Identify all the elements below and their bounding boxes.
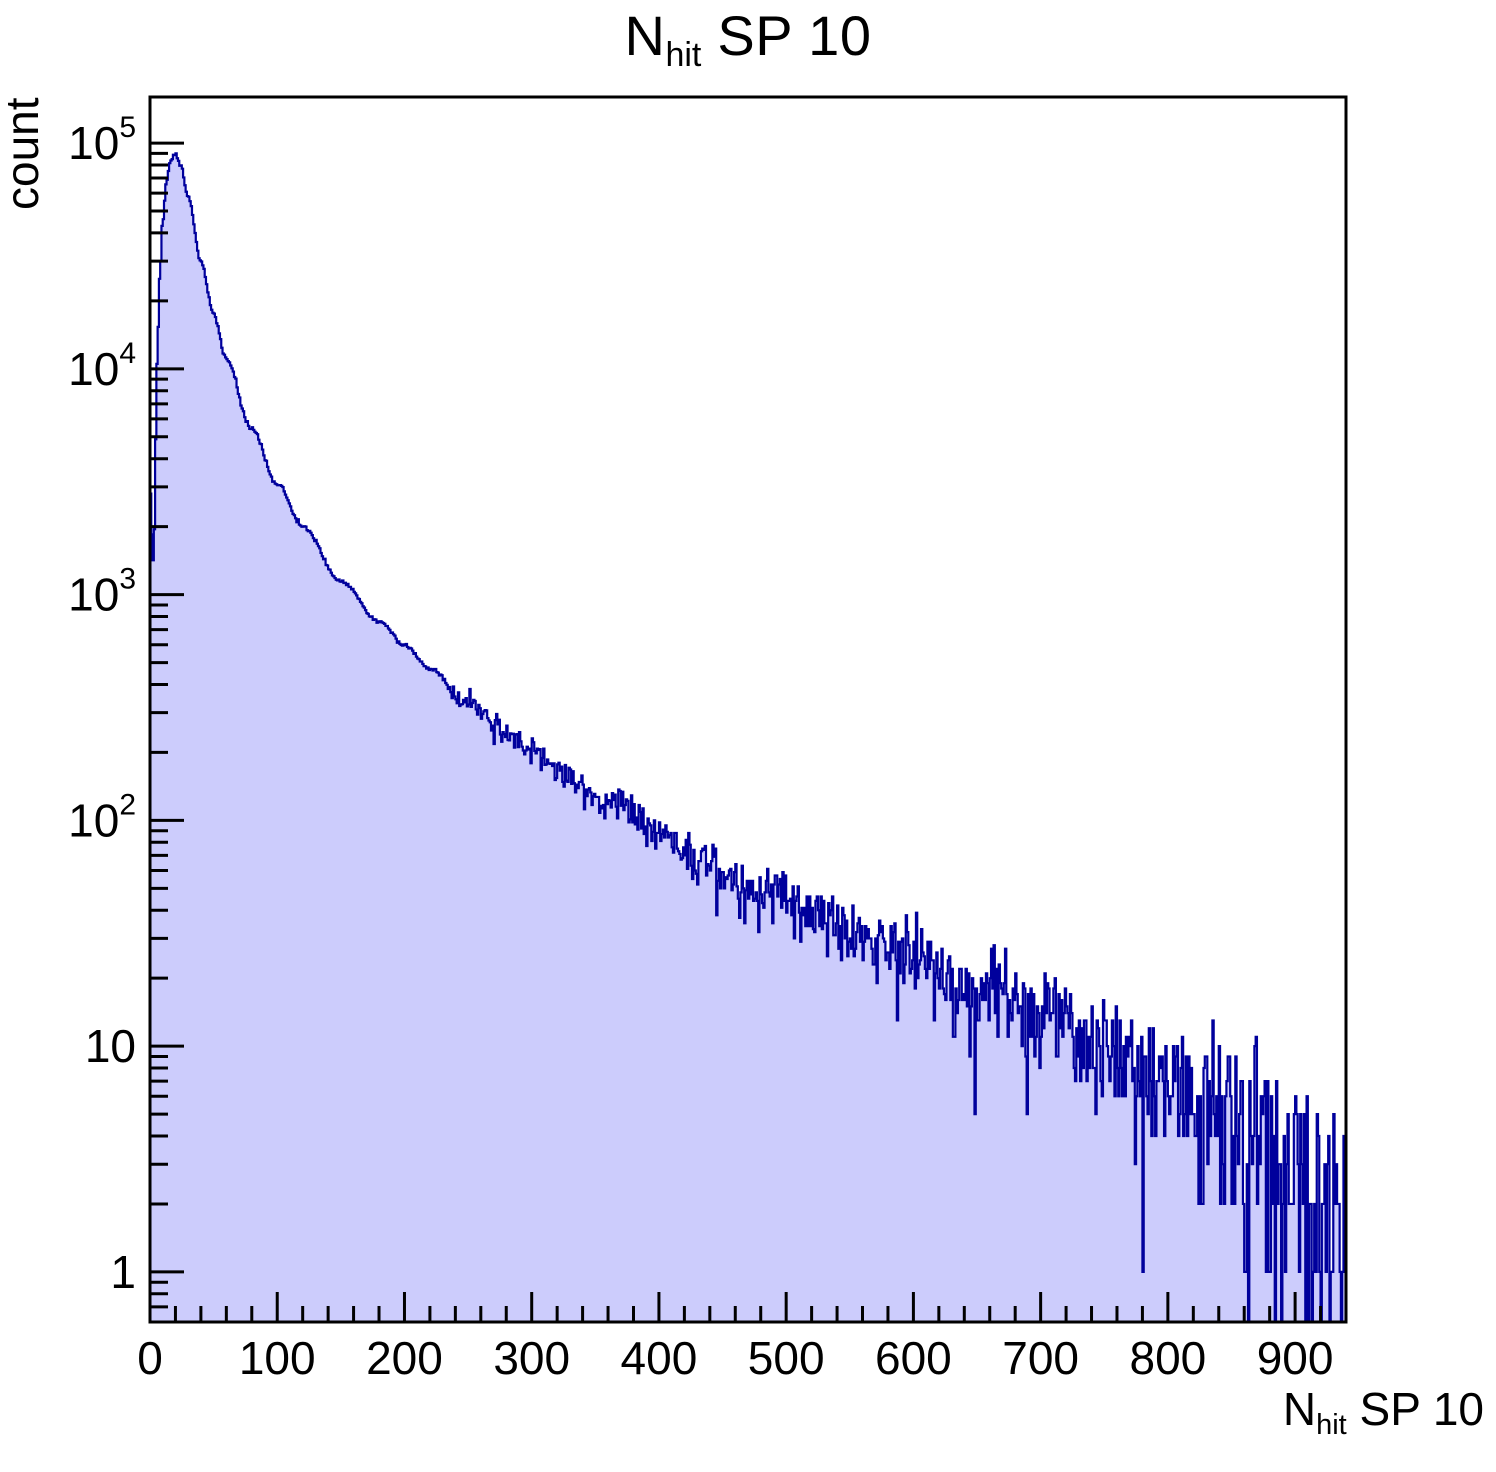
y-tick-label: 1 [110, 1246, 136, 1298]
x-tick-label: 500 [748, 1332, 825, 1384]
x-tick-label: 800 [1129, 1332, 1206, 1384]
y-tick-label: 104 [68, 337, 136, 395]
plot-title-rest: SP 10 [701, 4, 872, 67]
x-tick-label: 300 [493, 1332, 570, 1384]
plot-title-main: N [624, 4, 666, 67]
y-tick-label: 103 [68, 563, 136, 621]
x-axis-title-main: N [1282, 1383, 1317, 1435]
x-tick-label: 400 [621, 1332, 698, 1384]
histogram-fill [150, 153, 1346, 1322]
plot-title-subscript: hit [665, 36, 702, 74]
y-tick-label: 102 [68, 788, 136, 846]
y-axis-tick-labels: 1 10 102 103 104 105 [68, 111, 136, 1298]
y-tick-label: 105 [68, 111, 136, 169]
histogram-outline [148, 152, 1348, 1324]
x-axis-title-subscript: hit [1316, 1409, 1347, 1441]
x-tick-label: 200 [366, 1332, 443, 1384]
axis-ticks [148, 141, 1348, 1324]
plot-title: Nhit SP 10 [0, 8, 1496, 73]
plot-frame [148, 95, 1348, 1324]
x-tick-label: 900 [1257, 1332, 1334, 1384]
x-tick-label: 700 [1002, 1332, 1079, 1384]
x-tick-label: 600 [875, 1332, 952, 1384]
x-axis-title: Nhit SP 10 [1282, 1382, 1485, 1441]
x-axis-title-rest: SP 10 [1346, 1383, 1485, 1435]
x-tick-label: 0 [137, 1332, 163, 1384]
x-axis-tick-labels: 0 100 200 300 400 500 600 700 800 900 [137, 1332, 1333, 1384]
y-tick-label: 10 [85, 1020, 136, 1072]
x-tick-label: 100 [239, 1332, 316, 1384]
